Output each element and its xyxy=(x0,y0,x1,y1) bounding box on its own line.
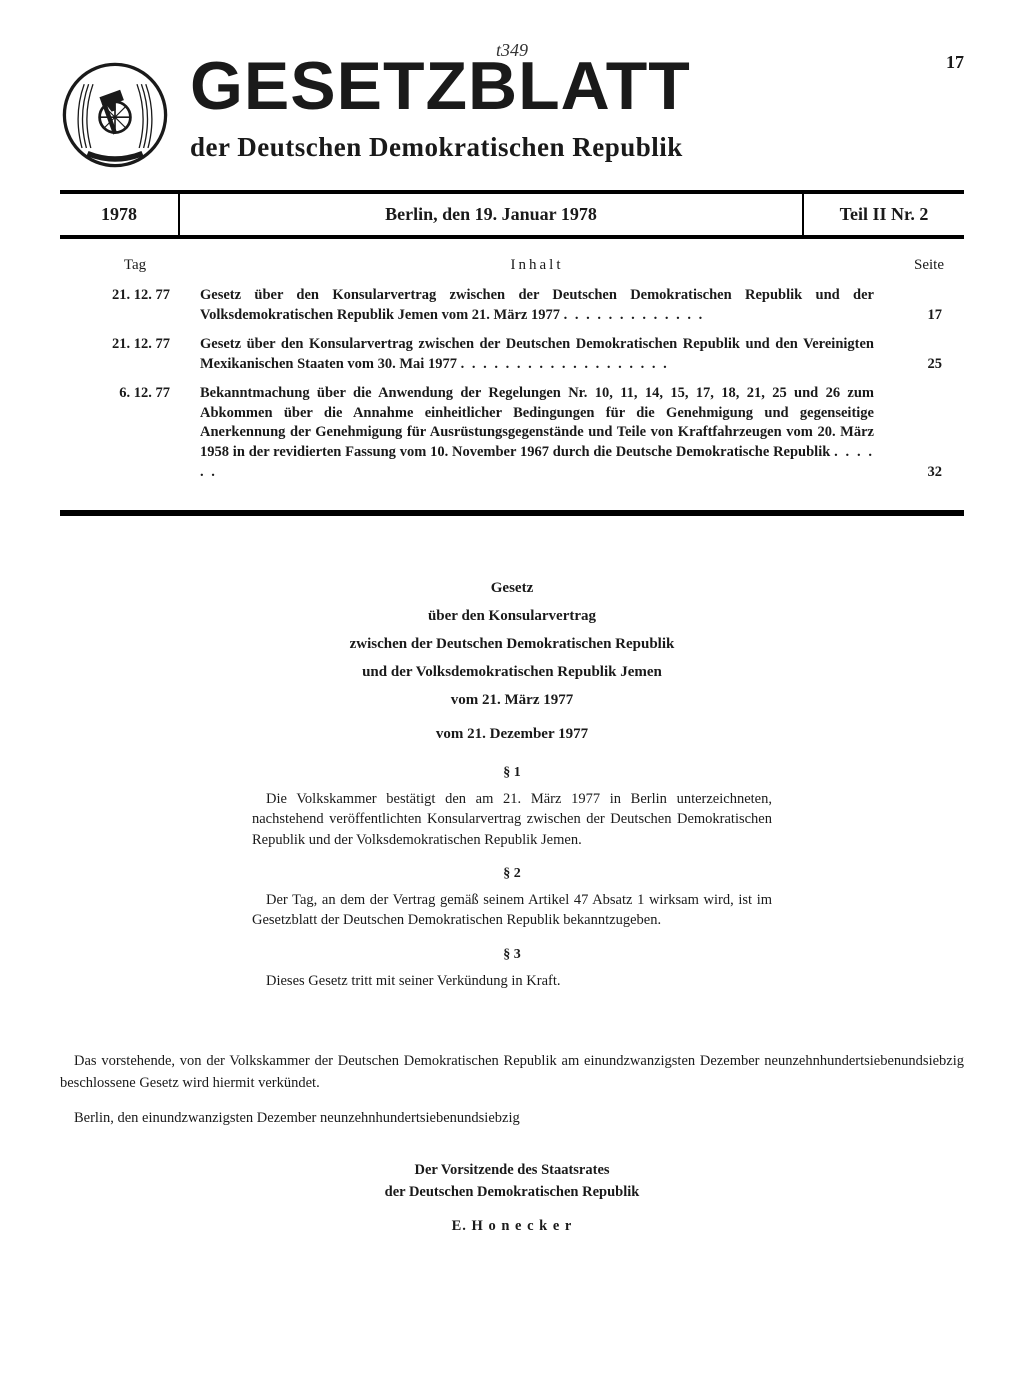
meta-bar: 1978 Berlin, den 19. Januar 1978 Teil II… xyxy=(60,190,964,239)
table-of-contents: Tag Inhalt Seite 21. 12. 77 Gesetz über … xyxy=(60,239,964,506)
signature-block: Der Vorsitzende des Staatsrates der Deut… xyxy=(60,1160,964,1237)
toc-desc: Bekanntmachung über die Anwendung der Re… xyxy=(200,384,874,482)
toc-date: 21. 12. 77 xyxy=(70,286,200,325)
toc-row: 6. 12. 77 Bekanntmachung über die Anwend… xyxy=(70,384,954,482)
section-text: Der Tag, an dem der Vertrag gemäß seinem… xyxy=(252,890,772,931)
section-text: Dieses Gesetz tritt mit seiner Verkündun… xyxy=(252,971,772,991)
sig-title-1: Der Vorsitzende des Staatsrates xyxy=(60,1160,964,1182)
section-text: Die Volkskammer bestätigt den am 21. Mär… xyxy=(252,789,772,850)
section-num: § 1 xyxy=(252,765,772,781)
law-h2: über den Konsularvertrag xyxy=(252,604,772,628)
meta-year: 1978 xyxy=(60,194,180,235)
law-body: Gesetz über den Konsularvertrag zwischen… xyxy=(252,576,772,991)
law-h3: zwischen der Deutschen Demokratischen Re… xyxy=(252,632,772,656)
law-date: vom 21. Dezember 1977 xyxy=(252,726,772,743)
toc-date: 21. 12. 77 xyxy=(70,335,200,374)
closing-p2: Berlin, den einundzwanzigsten Dezember n… xyxy=(60,1108,964,1130)
toc-page: 25 xyxy=(874,335,954,374)
law-h4: und der Volksdemokratischen Republik Jem… xyxy=(252,660,772,684)
thick-divider xyxy=(60,510,964,516)
law-h1: Gesetz xyxy=(252,576,772,600)
section-num: § 3 xyxy=(252,947,772,963)
masthead: GESETZBLATT der Deutschen Demokratischen… xyxy=(60,52,964,170)
section-num: § 2 xyxy=(252,866,772,882)
ddr-emblem-icon xyxy=(60,60,170,170)
toc-header-tag: Tag xyxy=(70,257,200,274)
toc-row: 21. 12. 77 Gesetz über den Konsularvertr… xyxy=(70,286,954,325)
toc-row: 21. 12. 77 Gesetz über den Konsularvertr… xyxy=(70,335,954,374)
meta-part: Teil II Nr. 2 xyxy=(804,194,964,235)
main-title: GESETZBLATT xyxy=(190,52,964,120)
closing-statement: Das vorstehende, von der Volkskammer der… xyxy=(60,1051,964,1238)
toc-date: 6. 12. 77 xyxy=(70,384,200,482)
closing-p1: Das vorstehende, von der Volkskammer der… xyxy=(60,1051,964,1095)
toc-header-seite: Seite xyxy=(874,257,954,274)
subtitle: der Deutschen Demokratischen Republik xyxy=(190,132,964,163)
toc-header-inhalt: Inhalt xyxy=(200,257,874,274)
sig-title-2: der Deutschen Demokratischen Republik xyxy=(60,1182,964,1204)
law-h5: vom 21. März 1977 xyxy=(252,688,772,712)
toc-desc: Gesetz über den Konsularvertrag zwischen… xyxy=(200,286,874,325)
page-number: 17 xyxy=(946,52,964,73)
meta-place-date: Berlin, den 19. Januar 1978 xyxy=(180,194,804,235)
toc-page: 17 xyxy=(874,286,954,325)
signer: E. H o n e c k e r xyxy=(60,1216,964,1238)
toc-desc: Gesetz über den Konsularvertrag zwischen… xyxy=(200,335,874,374)
toc-page: 32 xyxy=(874,384,954,482)
